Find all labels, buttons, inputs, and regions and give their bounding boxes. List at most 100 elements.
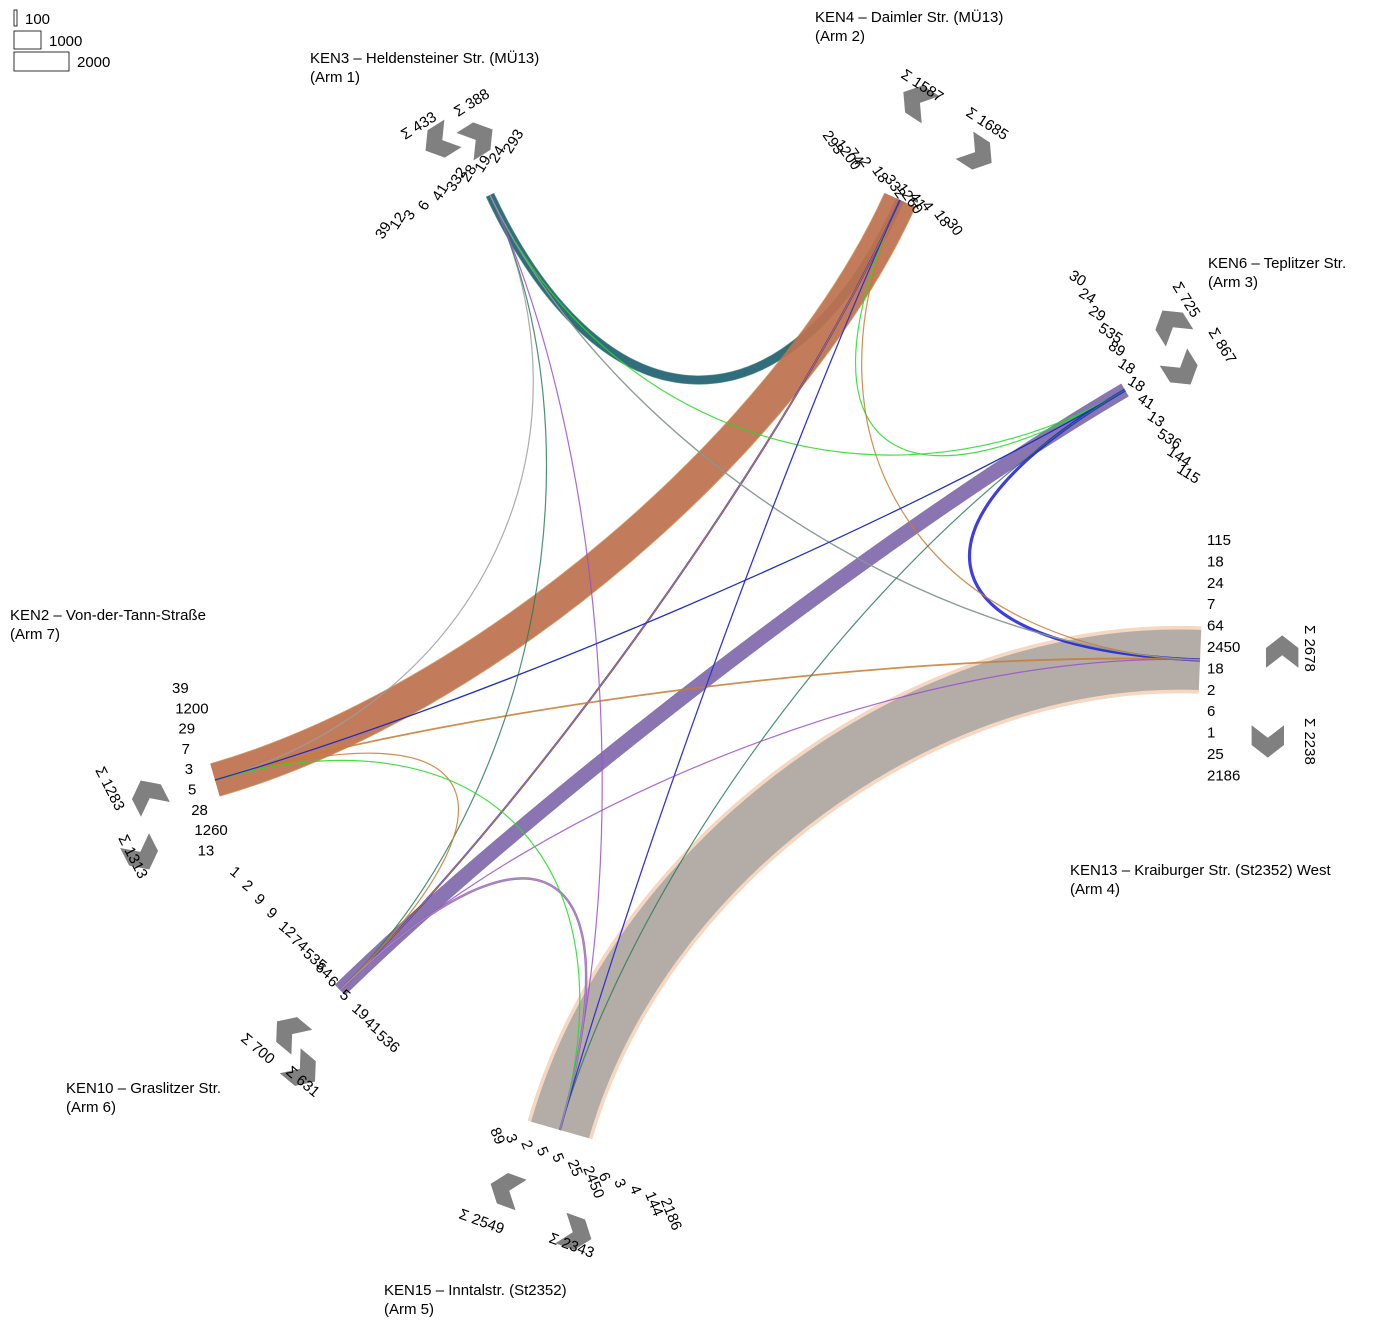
arm7-sum-arrow-in [131,780,170,817]
arm5-subtitle: (Arm 5) [384,1301,434,1318]
arm7-flow-label: 13 [198,842,215,859]
arm7-flow-label: 28 [191,802,208,819]
arm3-sum-arrow-in [1155,310,1194,347]
arm4-flow-label: 7 [1207,596,1215,613]
arm3-flow-label: 89 [1105,337,1128,360]
arm1-subtitle: (Arm 1) [310,69,360,86]
arm2-flow-label: 18 [930,207,953,230]
arm1-sum-out: Σ 388 [451,86,493,121]
arm2-subtitle: (Arm 2) [815,28,865,45]
arm6-title: KEN10 – Graslitzer Str. [66,1080,221,1097]
flow-arm5-to-arm1 [489,194,603,1131]
scale-box-100 [13,9,18,27]
arm3-subtitle: (Arm 3) [1208,274,1258,291]
arm1-flow-label: 41 [429,181,452,204]
arm4-flow-label: 115 [1207,532,1231,549]
arm1-flow-label: 6 [415,198,434,214]
arm4-flow-label: 1 [1207,725,1215,742]
flow-arm2-to-arm7 [210,192,916,797]
scale-label-2000: 2000 [77,54,110,71]
arm4-flow-label: 6 [1207,703,1215,720]
arm3-flow-label: 30 [1066,267,1089,290]
flow-layer [210,192,1202,1140]
arm2-flow-label: 74 [844,145,867,168]
flow-arm4-to-arm1 [489,194,1201,661]
arm4-flow-label: 2186 [1207,767,1240,784]
flow-arm6-to-arm2 [339,199,901,991]
arm4-sum-arrow-in [1265,635,1299,668]
flow-arm3-to-arm7 [214,389,1126,781]
arm2-flow-label: 18 [868,163,891,186]
arm7-flow-label: 39 [172,680,189,697]
arm4-number-labels: 115 18 24 7 64 2450 18 2 6 1 25 2186 [1207,532,1240,784]
arm5-sum-arrow-in [490,1173,527,1211]
arm6-flow-label: 9 [251,890,268,908]
arm2-flow-label: 30 [943,216,966,239]
flow-arm1-to-arm3 [489,194,1126,456]
arm1-flow-label: 39 [372,219,395,242]
arm4-sum-out: Σ 2238 [1301,718,1318,765]
arm4-flow-label: 64 [1207,618,1224,635]
arm7-flow-label: 5 [188,782,196,799]
arm7-flow-label: 7 [182,741,190,758]
arm7-flow-label: 1260 [194,822,227,839]
arm2-sum-out: Σ 1685 [963,104,1012,144]
scale-label-1000: 1000 [49,33,82,50]
flow-arm7-to-arm5 [214,759,581,1131]
flow-arm4-to-arm5 [531,629,1202,1139]
arm5-flow-label: 25 [564,1157,586,1179]
arm3-flow-label: 24 [1076,285,1099,308]
arm5-sum-arrow-out [555,1212,592,1250]
scale-label-100: 100 [25,11,50,28]
arm6-flow-label: 5 [336,986,353,1004]
arm3-flow-label: 29 [1085,302,1108,325]
arm5-sum-in: Σ 2549 [457,1206,507,1238]
arm3-title: KEN6 – Teplitzer Str. [1208,255,1346,272]
arm1-flow-label: 12 [386,209,409,232]
arm7-flow-label: 1200 [175,700,208,717]
arm3-flow-label: 13 [1144,408,1167,431]
arm7-flow-label: 3 [185,761,193,778]
arm7-number-labels: 39 1200 29 7 3 5 28 1260 13 [172,680,228,859]
arm6-sum-arrow-in [276,1017,313,1055]
arm7-sum-in: Σ 1283 [91,764,127,813]
arm1-sum-arrow-in [425,119,462,158]
arm1-sum-arrow-out [456,122,493,161]
flow-arm5-to-arm3 [559,389,1126,1131]
arm3-sum-out: Σ 867 [1205,325,1240,367]
flow-arm2-to-arm3 [854,199,1126,457]
arm3-sum-arrow-out [1159,348,1198,385]
scale-legend: 100 1000 2000 [13,9,110,72]
flow-arm4-to-arm7 [214,657,1201,781]
arm6-flow-label: 1 [226,863,243,881]
arm6-subtitle: (Arm 6) [66,1099,116,1116]
arm6-sum-in: Σ 700 [237,1030,277,1068]
arm1-flow-label: 24 [486,143,509,166]
flow-arm7-to-arm6 [214,752,459,991]
flow-arm3-to-arm4 [968,388,1201,662]
flow-arm1-to-arm7 [214,194,534,781]
arm3-flow-label: 18 [1125,373,1148,396]
arm4-title: KEN13 – Kraiburger Str. (St2352) West [1070,862,1332,879]
arm2-sum-arrow-in [903,85,940,124]
arm7-title: KEN2 – Von-der-Tann-Straße [10,607,206,624]
arm4-sum-in: Σ 2678 [1301,625,1318,672]
arm3-flow-label: 18 [1115,355,1138,378]
arm4-flow-label: 18 [1207,660,1224,677]
arm3-flow-label: 41 [1134,390,1157,413]
arm4-sum-arrow-out [1251,725,1285,758]
arm1-title: KEN3 – Heldensteiner Str. (MÜ13) [310,49,539,67]
arm6-flow-label: 9 [263,904,280,922]
flow-arm6-to-arm5 [339,877,587,1131]
arm1-flow-label: 19 [471,152,494,175]
arm7-flow-label: 29 [178,721,195,738]
arm4-subtitle: (Arm 4) [1070,881,1120,898]
arm2-flow-label: 41 [906,189,929,212]
flow-arm2-to-arm4 [861,199,1201,661]
arm4-flow-label: 24 [1207,575,1224,592]
arm4-flow-label: 2450 [1207,639,1240,656]
arm6-sum-arrow-out [279,1048,316,1086]
arm2-title: KEN4 – Daimler Str. (MÜ13) [815,8,1003,26]
arm4-flow-label: 18 [1207,553,1224,570]
